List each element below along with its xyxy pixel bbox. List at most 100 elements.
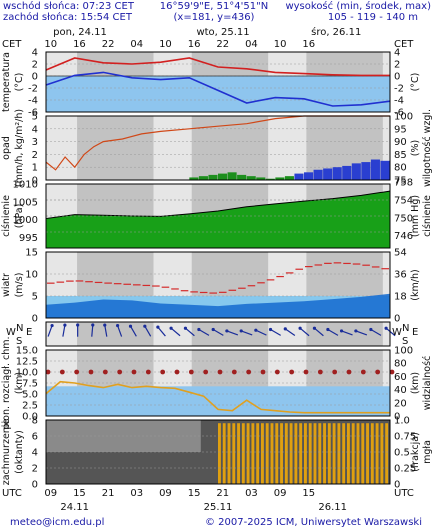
- clouds-panel-unit-right: (frakcja): [410, 432, 421, 472]
- wind-dir-panel-arrowhead-12: [211, 327, 215, 332]
- clouds-panel-fog-bar-53: [299, 423, 303, 484]
- top-hour-3: 04: [130, 39, 143, 50]
- sunset-text: zachód słońca: 15:54 CET: [3, 11, 133, 23]
- top-day-2: śro, 26.11: [311, 26, 361, 38]
- wind-dir-panel-arrow-4: [104, 325, 108, 337]
- copyright-text: © 2007-2025 ICM, Uniwersytet Warszawski: [205, 517, 422, 528]
- clouds-panel-fog-bar-61: [337, 423, 341, 484]
- top-hour-7: 04: [245, 39, 258, 50]
- visibility-panel-ytick-3: 7.5: [22, 379, 38, 390]
- bottom-hour-3: 03: [130, 488, 143, 499]
- precip-panel-bar-20: [380, 160, 390, 180]
- wind-dir-panel-arrowhead-19: [312, 326, 317, 330]
- bottom-hour-9: 15: [302, 488, 315, 499]
- clouds-panel-fog-bar-65: [356, 423, 360, 484]
- precip-panel-ylabel: opad: [1, 136, 12, 160]
- clouds-panel-fog-bar-54: [304, 423, 307, 484]
- contact-email[interactable]: meteo@icm.edu.pl: [10, 517, 104, 528]
- visibility-panel-dot-24: [389, 369, 395, 375]
- clouds-panel-ytick-0: 8: [32, 416, 38, 427]
- precip-panel-bar-13: [313, 169, 323, 180]
- visibility-panel-unit-left: (km): [14, 372, 25, 394]
- top-hour-9: 16: [302, 39, 315, 50]
- precip-panel-ytick-5: 0: [32, 176, 38, 187]
- pressure-panel-y2tick-0: 758: [394, 178, 413, 189]
- bottom-hour-0: 09: [44, 488, 57, 499]
- precip-panel-bar-3: [218, 173, 228, 180]
- grid-text: (x=181, y=436): [174, 12, 255, 23]
- wind-dir-panel-right-dir-3: W: [392, 327, 402, 338]
- clouds-panel-fog-bar-37: [222, 423, 226, 484]
- clouds-panel-fog-bar-45: [261, 423, 264, 484]
- wind-dir-panel-arrow-24: [385, 327, 396, 337]
- clouds-panel-border: [45, 419, 391, 485]
- clouds-panel-fog-bar-50: [284, 423, 288, 484]
- precip-panel-ytick-4: 1: [32, 163, 38, 174]
- clouds-panel-y2tick-3: 0.25: [394, 464, 416, 475]
- visibility-panel-dot-6: [131, 369, 137, 375]
- clouds-panel-y2tick-2: 0.5: [394, 448, 410, 459]
- wind-dir-panel: N ESW N ESW: [6, 321, 418, 347]
- wind-dir-panel-arrow-5: [117, 325, 123, 337]
- visibility-panel-dot-1: [59, 369, 65, 375]
- visibility-panel-dot-5: [117, 369, 123, 375]
- visibility-panel-y2tick-0: 100: [394, 346, 413, 357]
- visibility-panel-dot-15: [260, 369, 266, 375]
- clouds-panel-fog-bar-52: [294, 423, 298, 484]
- bottom-hour-8: 09: [274, 488, 287, 499]
- clouds-panel-ytick-4: 0: [32, 480, 38, 491]
- top-tz-right: CET: [394, 39, 414, 50]
- visibility-panel-ytick-0: 15.0: [16, 346, 38, 357]
- wind-dir-panel-arrow-10: [185, 327, 195, 337]
- precip-panel-bar-5: [237, 174, 247, 180]
- temperature-panel-ytick-5: -6: [28, 108, 38, 119]
- wind-panel-unit-right: (km/h): [410, 269, 421, 300]
- wind-dir-panel-arrow-15: [255, 329, 267, 336]
- visibility-panel-ytick-2: 10.0: [16, 368, 38, 379]
- wind-dir-panel-arrow-19: [314, 327, 324, 337]
- temperature-panel-series-1: [45, 71, 391, 107]
- pressure-panel-ylabel-right: ciśnienie: [422, 195, 433, 237]
- precip-panel-bar-12: [304, 172, 314, 180]
- clouds-panel-fog-bar-55: [308, 423, 312, 484]
- precip-panel-unit-right: (%): [410, 140, 421, 156]
- visibility-panel-low-band: [46, 386, 390, 416]
- precip-panel-bar-9: [275, 177, 285, 180]
- visibility-panel-dot-23: [375, 369, 381, 375]
- top-hour-6: 22: [216, 39, 229, 50]
- visibility-panel-ytick-4: 5.0: [22, 390, 38, 401]
- temperature-panel-ytick-4: -4: [28, 96, 38, 107]
- top-hour-1: 16: [73, 39, 86, 50]
- wind-dir-panel-night-0: [77, 322, 154, 346]
- clouds-panel-fog-bar-39: [232, 423, 236, 484]
- precip-panel-bar-17: [351, 163, 361, 180]
- clouds-panel-y2tick-0: 1.0: [394, 416, 410, 427]
- wind-dir-panel-arrow-17: [284, 328, 296, 337]
- bottom-tz-right: UTC: [394, 488, 414, 499]
- visibility-panel-dot-11: [203, 369, 209, 375]
- wind-dir-panel-arrowhead-15: [254, 328, 258, 332]
- precip-panel-y2tick-1: 95: [394, 124, 407, 135]
- precip-panel-bar-18: [361, 162, 371, 180]
- precip-panel-bar-11: [294, 173, 304, 180]
- visibility-panel-ylabel: pion. rozciągł. chm.: [1, 336, 12, 429]
- wind-dir-panel-arrow-9: [170, 327, 181, 337]
- bottom-date-1: 25.11: [204, 502, 233, 513]
- visibility-panel: 15.012.510.07.55.02.50.0 100 80 60 40 20 0 pion…: [1, 336, 433, 429]
- bottom-hour-2: 21: [102, 488, 115, 499]
- visibility-panel-dot-4: [102, 369, 108, 375]
- temperature-panel-y2tick-3: -2: [394, 84, 404, 95]
- clouds-panel-unit-left: (oktanty): [14, 430, 25, 474]
- precip-panel-ytick-2: 3: [32, 137, 38, 148]
- clouds-panel-fog-bar-44: [256, 423, 260, 484]
- bottom-hour-7: 03: [245, 488, 258, 499]
- wind-dir-panel-arrow-6: [129, 325, 137, 337]
- wind-panel: 15 10 5 0 54 36 18 0 wiatr (m/s) (km/h): [1, 248, 421, 325]
- top-hour-0: 10: [44, 39, 57, 50]
- elevation-values: 105 - 119 - 140 m: [328, 12, 418, 23]
- visibility-panel-ytick-6: 0.0: [22, 412, 38, 423]
- wind-dir-panel-arrow-16: [270, 328, 281, 336]
- visibility-panel-y2tick-3: 40: [394, 385, 407, 396]
